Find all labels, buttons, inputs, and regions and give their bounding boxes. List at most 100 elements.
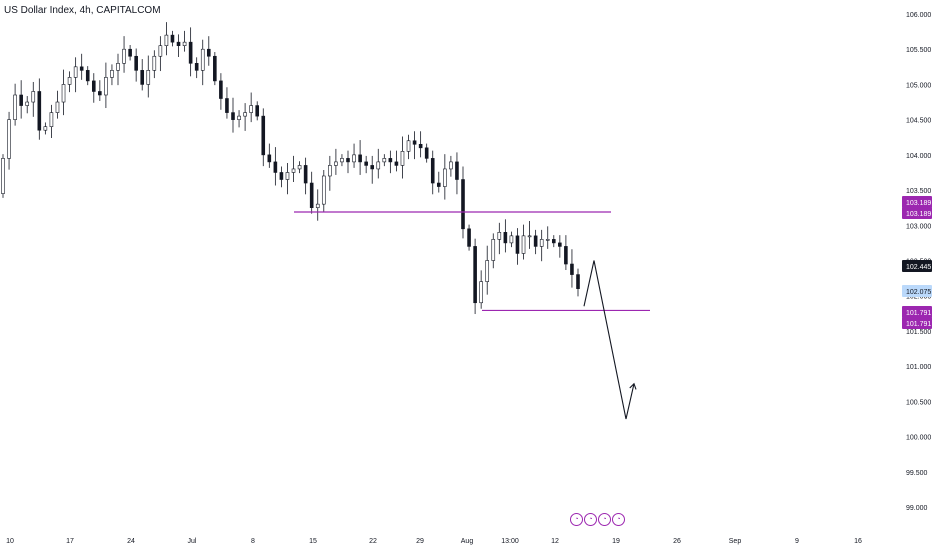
crosshair-price-label: 102.075 <box>902 285 932 297</box>
support-price-label: 101.791 <box>902 317 932 329</box>
candle <box>91 73 96 103</box>
candle <box>533 229 538 255</box>
candle <box>152 50 157 79</box>
resistance-price-label: 103.189 <box>902 196 932 208</box>
candle <box>170 30 175 47</box>
candle <box>406 134 411 160</box>
candle <box>382 154 387 167</box>
price-tick-label: 99.000 <box>906 505 928 512</box>
candle <box>545 226 550 249</box>
candle <box>7 111 11 170</box>
candle <box>461 166 465 239</box>
candle <box>85 66 90 86</box>
resistance-price-label: 103.189 <box>902 207 932 219</box>
candle <box>225 87 229 119</box>
candle <box>364 155 368 174</box>
candles-layer <box>1 22 580 315</box>
candle <box>219 73 223 110</box>
event-icon[interactable]: ◔ <box>598 513 611 526</box>
candle <box>49 104 54 138</box>
candle <box>25 96 30 114</box>
candle <box>412 131 417 160</box>
candle <box>455 152 459 195</box>
price-tick-label: 101.000 <box>906 364 931 371</box>
candle <box>122 36 126 73</box>
candle <box>334 148 338 175</box>
svg-text:101.791: 101.791 <box>906 310 931 317</box>
candle <box>285 162 290 195</box>
candle <box>570 249 574 288</box>
support-price-label: 101.791 <box>902 306 932 318</box>
candle <box>43 122 48 135</box>
candle <box>443 154 447 200</box>
projection-arrow <box>583 260 637 420</box>
event-icon[interactable]: ◔ <box>584 513 597 526</box>
candle <box>98 80 102 101</box>
candle <box>515 228 520 265</box>
price-tick-label: 102.000 <box>906 294 931 301</box>
candle <box>128 44 132 61</box>
candle <box>527 221 532 249</box>
candle <box>249 92 253 123</box>
svg-text:103.189: 103.189 <box>906 200 931 207</box>
candle <box>116 53 120 86</box>
time-tick-label: 12 <box>551 538 559 545</box>
price-tick-label: 100.500 <box>906 399 931 406</box>
candle <box>31 81 36 117</box>
candle <box>340 154 344 167</box>
candle <box>303 157 308 195</box>
candle <box>55 90 60 119</box>
candle <box>291 155 296 182</box>
last-price-label: 102.445 <box>902 260 932 272</box>
time-tick-label: 15 <box>309 538 317 545</box>
candle <box>194 57 199 79</box>
candle <box>104 62 108 109</box>
event-badges[interactable]: ◔ ◔ ◔ ◔ <box>570 513 625 526</box>
candle <box>346 150 350 174</box>
time-tick-label: 13:00 <box>501 538 519 545</box>
price-tick-label: 104.500 <box>906 118 931 125</box>
svg-text:101.791: 101.791 <box>906 321 931 328</box>
candle <box>539 229 544 262</box>
candle <box>358 140 362 175</box>
candle <box>352 143 356 168</box>
price-axis[interactable]: 106.000 105.500 105.000 104.500 104.000 103.5… <box>906 12 931 512</box>
price-tick-label: 99.500 <box>906 470 928 477</box>
candle <box>418 131 423 158</box>
candle <box>243 103 247 131</box>
svg-text:103.189: 103.189 <box>906 211 931 218</box>
candle <box>309 171 314 214</box>
candle <box>73 57 78 93</box>
candle <box>509 231 514 248</box>
candle <box>436 171 441 193</box>
candle <box>473 238 477 315</box>
candle <box>261 108 266 167</box>
candle <box>182 30 187 52</box>
time-tick-label: 22 <box>369 538 377 545</box>
time-tick-label: 16 <box>854 538 862 545</box>
price-tick-label: 106.000 <box>906 12 931 19</box>
candle <box>328 155 332 191</box>
price-tick-label: 103.000 <box>906 223 931 230</box>
levels-layer <box>294 211 650 312</box>
candle <box>503 219 508 253</box>
projection-line[interactable] <box>583 260 635 420</box>
time-axis[interactable]: 10 17 24 Jul 8 15 22 29 Aug 13:00 12 19 26 Sep 9 16 <box>6 538 862 545</box>
time-tick-label: 24 <box>127 538 135 545</box>
time-tick-label: Aug <box>461 538 474 545</box>
candle <box>134 48 138 82</box>
candle <box>485 245 490 295</box>
event-icon[interactable]: ◔ <box>612 513 625 526</box>
candle <box>255 101 260 121</box>
candle <box>164 22 169 56</box>
candle <box>564 235 568 271</box>
time-tick-label: 19 <box>612 538 620 545</box>
event-icon[interactable]: ◔ <box>570 513 583 526</box>
price-tick-label: 101.500 <box>906 329 931 336</box>
price-tick-label: 105.000 <box>906 82 931 89</box>
candle <box>449 155 453 177</box>
time-tick-label: Jul <box>188 538 197 545</box>
candle <box>467 224 471 251</box>
projection-arrowhead <box>629 382 637 390</box>
